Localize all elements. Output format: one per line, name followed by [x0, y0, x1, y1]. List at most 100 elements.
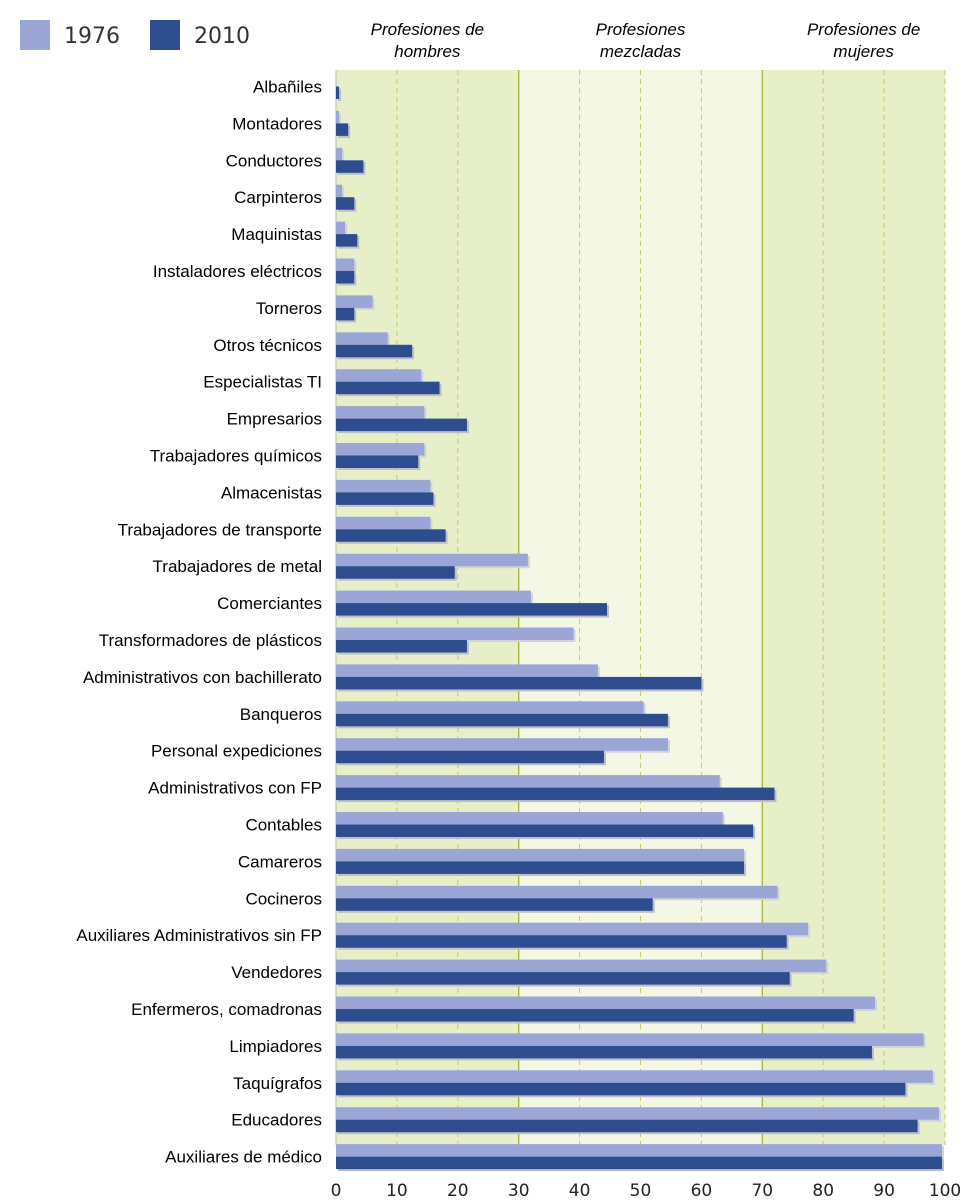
x-tick-60: 60 [691, 1181, 713, 1201]
bar-1976-19 [336, 775, 720, 788]
bar-2010-7 [336, 344, 413, 358]
bar-2010-11 [336, 492, 434, 505]
x-tick-30: 30 [508, 1181, 530, 1201]
category-label-15: Transformadores de plásticos [99, 631, 322, 650]
bar-1976-11 [336, 479, 431, 493]
category-label-4: Maquinistas [231, 225, 322, 244]
zone-label-0-line1: Profesiones de [371, 20, 484, 39]
bar-2010-17 [336, 713, 668, 727]
category-label-9: Empresarios [227, 410, 322, 429]
bar-1976-29 [336, 1144, 942, 1157]
bar-2010-15 [336, 640, 467, 653]
category-label-10: Trabajadores químicos [150, 447, 322, 466]
x-tick-40: 40 [569, 1181, 591, 1201]
legend-label-2010: 2010 [194, 24, 250, 49]
bar-1976-14 [336, 590, 531, 604]
bar-1976-22 [336, 885, 778, 899]
category-label-0: Albañiles [253, 78, 322, 97]
bar-shadow-2010-0 [338, 88, 342, 101]
legend-swatch-2010 [150, 20, 180, 50]
bar-1976-15 [336, 627, 574, 640]
bar-2010-22 [336, 898, 653, 911]
category-label-21: Camareros [238, 852, 322, 871]
bar-2010-20 [336, 824, 754, 837]
category-label-18: Personal expediciones [151, 742, 322, 761]
category-labels: Albañiles Montadores Conductores Carpintero… [76, 78, 322, 1167]
zone-backgrounds [336, 70, 945, 1145]
zone-label-0-line2: hombres [394, 42, 461, 61]
bar-1976-27 [336, 1070, 933, 1083]
bar-2010-16 [336, 676, 702, 690]
bar-1976-8 [336, 369, 422, 382]
bar-1976-4 [336, 221, 346, 235]
bar-2010-2 [336, 160, 364, 173]
bar-2010-10 [336, 455, 419, 468]
bar-1976-7 [336, 332, 388, 345]
category-label-26: Limpiadores [229, 1037, 322, 1056]
bar-1976-2 [336, 147, 343, 161]
zone-label-1-line2: mezcladas [600, 42, 682, 61]
category-label-1: Montadores [232, 114, 322, 133]
bar-1976-13 [336, 553, 528, 567]
category-label-28: Educadores [231, 1111, 322, 1130]
bar-2010-6 [336, 307, 355, 321]
bar-2010-8 [336, 381, 440, 395]
category-label-2: Conductores [226, 151, 322, 170]
x-tick-50: 50 [630, 1181, 652, 1201]
bar-1976-25 [336, 996, 875, 1009]
category-label-16: Administrativos con bachillerato [83, 668, 322, 687]
bar-2010-24 [336, 972, 790, 985]
category-label-8: Especialistas TI [203, 373, 322, 392]
bar-1976-26 [336, 1033, 924, 1046]
bar-1976-16 [336, 664, 598, 677]
category-label-25: Enfermeros, comadronas [131, 1000, 322, 1019]
bar-1976-20 [336, 812, 723, 825]
bar-1976-1 [336, 110, 340, 124]
bar-1976-23 [336, 922, 808, 936]
category-label-24: Vendedores [231, 963, 322, 982]
category-label-12: Trabajadores de transporte [118, 520, 322, 539]
bar-shadow-1976-1 [338, 112, 342, 126]
category-label-29: Auxiliares de médico [165, 1148, 322, 1167]
x-tick-90: 90 [873, 1181, 895, 1201]
category-label-7: Otros técnicos [213, 336, 322, 355]
bar-2010-14 [336, 603, 608, 616]
bar-1976-6 [336, 295, 373, 308]
x-tick-labels: 0 10 20 30 40 50 60 70 80 90 100 [331, 1181, 962, 1201]
category-label-5: Instaladores eléctricos [153, 262, 322, 281]
bar-1976-12 [336, 516, 431, 530]
bar-2010-27 [336, 1082, 906, 1096]
legend: 1976 2010 [20, 20, 250, 50]
x-tick-70: 70 [751, 1181, 773, 1201]
bar-2010-23 [336, 935, 787, 948]
bar-2010-9 [336, 418, 467, 432]
bar-2010-25 [336, 1009, 854, 1022]
zone-label-2-line1: Profesiones de [807, 20, 920, 39]
x-tick-100: 100 [929, 1181, 961, 1201]
category-label-17: Banqueros [240, 705, 322, 724]
category-label-11: Almacenistas [221, 483, 322, 502]
category-label-23: Auxiliares Administrativos sin FP [76, 926, 322, 945]
legend-swatch-1976 [20, 20, 50, 50]
bar-2010-28 [336, 1119, 918, 1133]
bar-1976-3 [336, 184, 343, 198]
bar-2010-26 [336, 1045, 872, 1059]
category-label-20: Contables [245, 816, 322, 835]
bar-1976-21 [336, 848, 745, 862]
bar-1976-17 [336, 701, 644, 714]
bar-2010-18 [336, 750, 604, 764]
bar-1976-9 [336, 406, 425, 419]
x-tick-0: 0 [331, 1181, 342, 1201]
bar-2010-19 [336, 787, 775, 801]
bar-1976-5 [336, 258, 355, 271]
bar-2010-0 [336, 86, 340, 99]
bar-2010-5 [336, 271, 355, 284]
x-tick-80: 80 [812, 1181, 834, 1201]
bar-2010-3 [336, 197, 355, 210]
bar-2010-13 [336, 566, 455, 579]
category-label-13: Trabajadores de metal [153, 557, 322, 576]
x-tick-10: 10 [386, 1181, 408, 1201]
bar-1976-10 [336, 443, 425, 456]
x-tick-20: 20 [447, 1181, 469, 1201]
